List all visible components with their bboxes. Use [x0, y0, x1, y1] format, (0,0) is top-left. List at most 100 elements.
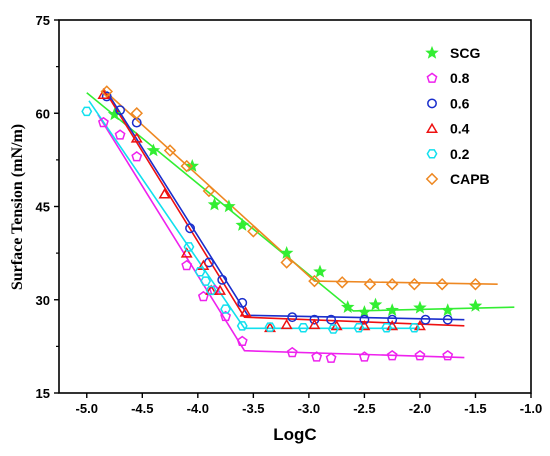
data-point-0-8	[236, 335, 248, 347]
data-point-0-8	[181, 259, 193, 271]
data-point-scg	[279, 246, 294, 259]
data-point-0-6	[217, 274, 228, 285]
y-tick-label: 60	[36, 106, 50, 121]
legend-marker-0-4	[426, 122, 438, 134]
data-markers	[81, 85, 483, 363]
y-tick-label: 45	[36, 200, 50, 215]
data-point-0-8	[358, 351, 370, 362]
data-point-0-4	[308, 318, 321, 330]
x-tick-label: -1.5	[464, 401, 486, 416]
data-point-0-2	[81, 106, 93, 117]
y-tick-label: 75	[36, 13, 50, 28]
data-point-0-4	[180, 247, 193, 258]
data-point-scg	[222, 199, 236, 213]
data-point-0-6	[115, 105, 126, 116]
data-point-0-6	[420, 314, 431, 325]
data-point-scg	[368, 297, 383, 311]
data-point-0-6	[359, 314, 370, 325]
data-point-0-2	[264, 322, 276, 332]
legend-label-capb: CAPB	[450, 171, 490, 187]
data-point-capb	[469, 277, 482, 291]
data-point-0-2	[408, 322, 420, 333]
data-point-0-2	[220, 304, 232, 314]
data-point-0-2	[297, 322, 309, 333]
data-point-0-8	[286, 346, 298, 358]
data-point-scg	[413, 300, 427, 314]
data-point-0-4	[214, 284, 227, 295]
data-point-capb	[130, 106, 144, 120]
data-point-capb	[163, 144, 177, 157]
data-point-0-8	[414, 349, 426, 361]
data-point-0-2	[194, 267, 206, 277]
data-point-capb	[408, 277, 421, 291]
data-point-scg	[440, 303, 455, 317]
y-axis-title: Surface Tension (mN/m)	[9, 124, 26, 290]
x-tick-label: -4.0	[187, 401, 209, 416]
data-point-0-2	[353, 322, 365, 333]
legend-marker-0-8	[426, 72, 438, 83]
legend-label-0-2: 0.2	[450, 146, 470, 162]
y-tick-label: 15	[36, 386, 50, 401]
x-tick-label: -3.0	[298, 401, 320, 416]
fit-line-0-2	[88, 100, 420, 330]
data-point-0-6	[387, 314, 398, 325]
data-point-0-8	[442, 349, 454, 361]
legend-marker-scg	[425, 45, 439, 59]
data-point-0-4	[130, 132, 143, 143]
data-point-0-4	[239, 306, 252, 317]
data-point-capb	[308, 274, 321, 288]
x-axis-ticks: -5.0 -4.5 -4.0 -3.5 -3.0 -2.5 -2.0 -1.5 -1.0	[76, 393, 542, 416]
data-point-scg	[468, 298, 483, 312]
data-point-capb	[335, 276, 349, 289]
data-point-0-6	[309, 314, 320, 325]
data-point-capb	[280, 256, 293, 269]
data-point-0-4	[158, 188, 171, 199]
legend-label-0-8: 0.8	[450, 70, 470, 86]
x-tick-label: -4.5	[131, 401, 153, 416]
data-point-0-8	[114, 129, 126, 140]
y-tick-label: 30	[36, 293, 50, 308]
legend-marker-0-2	[426, 149, 438, 159]
fit-line-0-8	[97, 114, 465, 359]
legend-label-scg: SCG	[450, 45, 480, 61]
data-point-0-2	[381, 322, 393, 333]
data-point-scg	[207, 197, 222, 211]
fit-line-capb	[102, 89, 498, 286]
data-point-0-2	[236, 321, 248, 331]
data-point-0-2	[183, 242, 195, 252]
data-point-0-6	[287, 312, 298, 323]
data-point-capb	[100, 85, 114, 98]
data-point-0-2	[200, 276, 212, 286]
data-point-scg	[341, 300, 355, 313]
y-axis-ticks: 15 30 45 60 75	[36, 13, 59, 401]
legend-marker-capb	[425, 172, 439, 186]
data-point-0-2	[205, 285, 217, 296]
x-tick-label: -2.0	[409, 401, 431, 416]
data-point-capb	[385, 277, 399, 291]
data-point-scg	[235, 218, 249, 231]
data-point-0-8	[311, 351, 323, 362]
data-point-0-2	[327, 324, 339, 334]
fit-line-scg	[86, 92, 515, 312]
data-point-0-4	[280, 318, 293, 330]
x-axis-title: LogC	[273, 425, 316, 444]
data-point-scg	[146, 143, 161, 157]
data-point-0-8	[220, 310, 232, 322]
data-point-0-8	[325, 352, 337, 363]
legend-label-0-6: 0.6	[450, 95, 470, 111]
data-point-capb	[363, 277, 377, 291]
legend: SCG 0.8 0.6 0.4 0.2 CAPB	[425, 45, 490, 187]
data-point-0-6	[326, 314, 337, 325]
data-point-0-4	[97, 88, 110, 100]
legend-marker-0-6	[427, 98, 437, 109]
data-point-capb	[435, 277, 449, 291]
data-point-scg	[385, 303, 399, 317]
data-point-0-6	[442, 314, 453, 325]
x-tick-label: -1.0	[520, 401, 542, 416]
x-tick-label: -3.5	[242, 401, 264, 416]
data-point-0-8	[97, 116, 109, 128]
data-point-0-8	[386, 349, 398, 361]
data-point-0-6	[237, 297, 248, 308]
data-point-scg	[313, 264, 327, 278]
